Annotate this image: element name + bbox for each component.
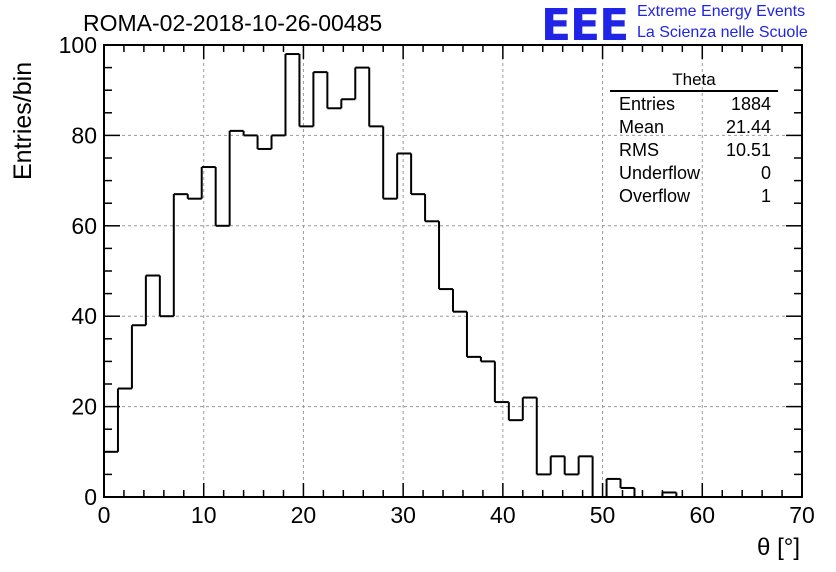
- stats-label: Mean: [619, 117, 665, 137]
- stats-row-mean: Mean 21.44: [610, 116, 778, 139]
- stats-label: Overflow: [619, 186, 691, 206]
- x-tick-label: 0: [98, 502, 111, 528]
- x-tick-label: 70: [789, 502, 815, 528]
- x-tick-label: 60: [689, 502, 715, 528]
- stats-row-rms: RMS 10.51: [610, 139, 778, 162]
- logo-text-line2: La Scienza nelle Scuole: [637, 24, 808, 41]
- stats-value: 0: [760, 163, 771, 183]
- x-axis-label: θ [°]: [757, 534, 800, 561]
- y-tick-label: 40: [71, 303, 97, 329]
- stats-title: Theta: [610, 70, 778, 92]
- stats-value: 1: [760, 186, 771, 206]
- stats-box: Theta Entries 1884 Mean 21.44 RMS 10.51 …: [610, 70, 778, 208]
- plot-title: ROMA-02-2018-10-26-00485: [83, 10, 383, 36]
- stats-row-entries: Entries 1884: [610, 93, 778, 116]
- y-tick-label: 0: [84, 484, 97, 510]
- stats-label: Underflow: [619, 163, 701, 183]
- x-tick-label: 40: [490, 502, 516, 528]
- stats-row-underflow: Underflow 0: [610, 162, 778, 185]
- logo-text-line1: Extreme Energy Events: [637, 3, 806, 20]
- y-axis-label: Entries/bin: [9, 61, 37, 180]
- x-tick-label: 50: [590, 502, 616, 528]
- stats-label: Entries: [619, 94, 676, 114]
- stats-value: 1884: [730, 94, 771, 114]
- stats-label: RMS: [619, 140, 659, 160]
- x-tick-label: 10: [191, 502, 217, 528]
- x-tick-label: 20: [291, 502, 317, 528]
- y-tick-label: 20: [71, 394, 97, 420]
- x-tick-label: 30: [390, 502, 416, 528]
- stats-row-overflow: Overflow 1: [610, 185, 778, 208]
- y-tick-label: 100: [59, 32, 97, 58]
- eee-logo: EEE: [541, 0, 629, 51]
- y-tick-label: 60: [71, 213, 97, 239]
- stats-value: 21.44: [725, 117, 771, 137]
- y-tick-label: 80: [71, 122, 97, 148]
- stats-value: 10.51: [725, 140, 771, 160]
